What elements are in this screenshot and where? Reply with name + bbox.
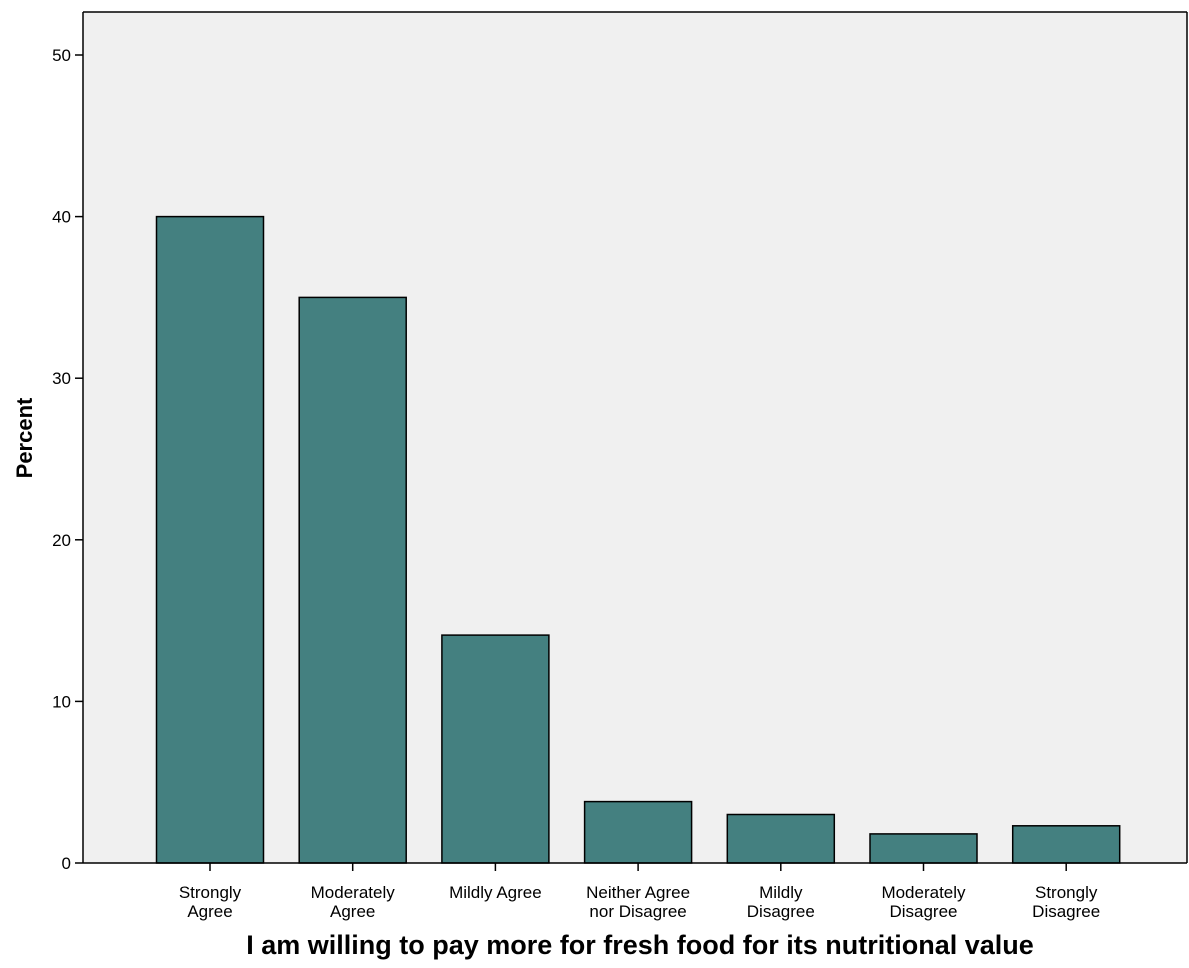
x-tick-label-5: Moderately Disagree [881,883,966,921]
bar-0 [155,215,265,864]
y-tick-label-3: 30 [52,369,71,388]
bar-2 [441,634,550,864]
x-tick-label-6: Strongly Disagree [1032,883,1100,921]
bar-1 [298,296,407,864]
y-tick-label-0: 0 [62,854,71,873]
x-axis-title: I am willing to pay more for fresh food … [246,930,1034,960]
x-tick-label-3: Neither Agree nor Disagree [586,883,690,921]
x-tick-label-1: Moderately Agree [311,883,396,921]
y-tick-label-1: 10 [52,692,71,711]
y-tick-label-5: 50 [52,46,71,65]
bar-5 [869,833,978,864]
bar-3 [583,800,693,864]
y-axis-title: Percent [12,397,37,478]
y-tick-label-2: 20 [52,531,71,550]
bar-4 [726,813,836,864]
x-tick-label-0: Strongly Agree [179,883,242,921]
x-tick-label-4: Mildly Disagree [747,883,815,921]
plot-area [83,12,1187,863]
y-tick-label-4: 40 [52,208,71,227]
bar-6 [1011,825,1121,864]
x-tick-label-2: Mildly Agree [449,883,542,902]
axes-group: 0 10 20 30 40 50 Strongly Agree Moderately Agree M… [52,11,1188,921]
bars-group [155,215,1121,864]
